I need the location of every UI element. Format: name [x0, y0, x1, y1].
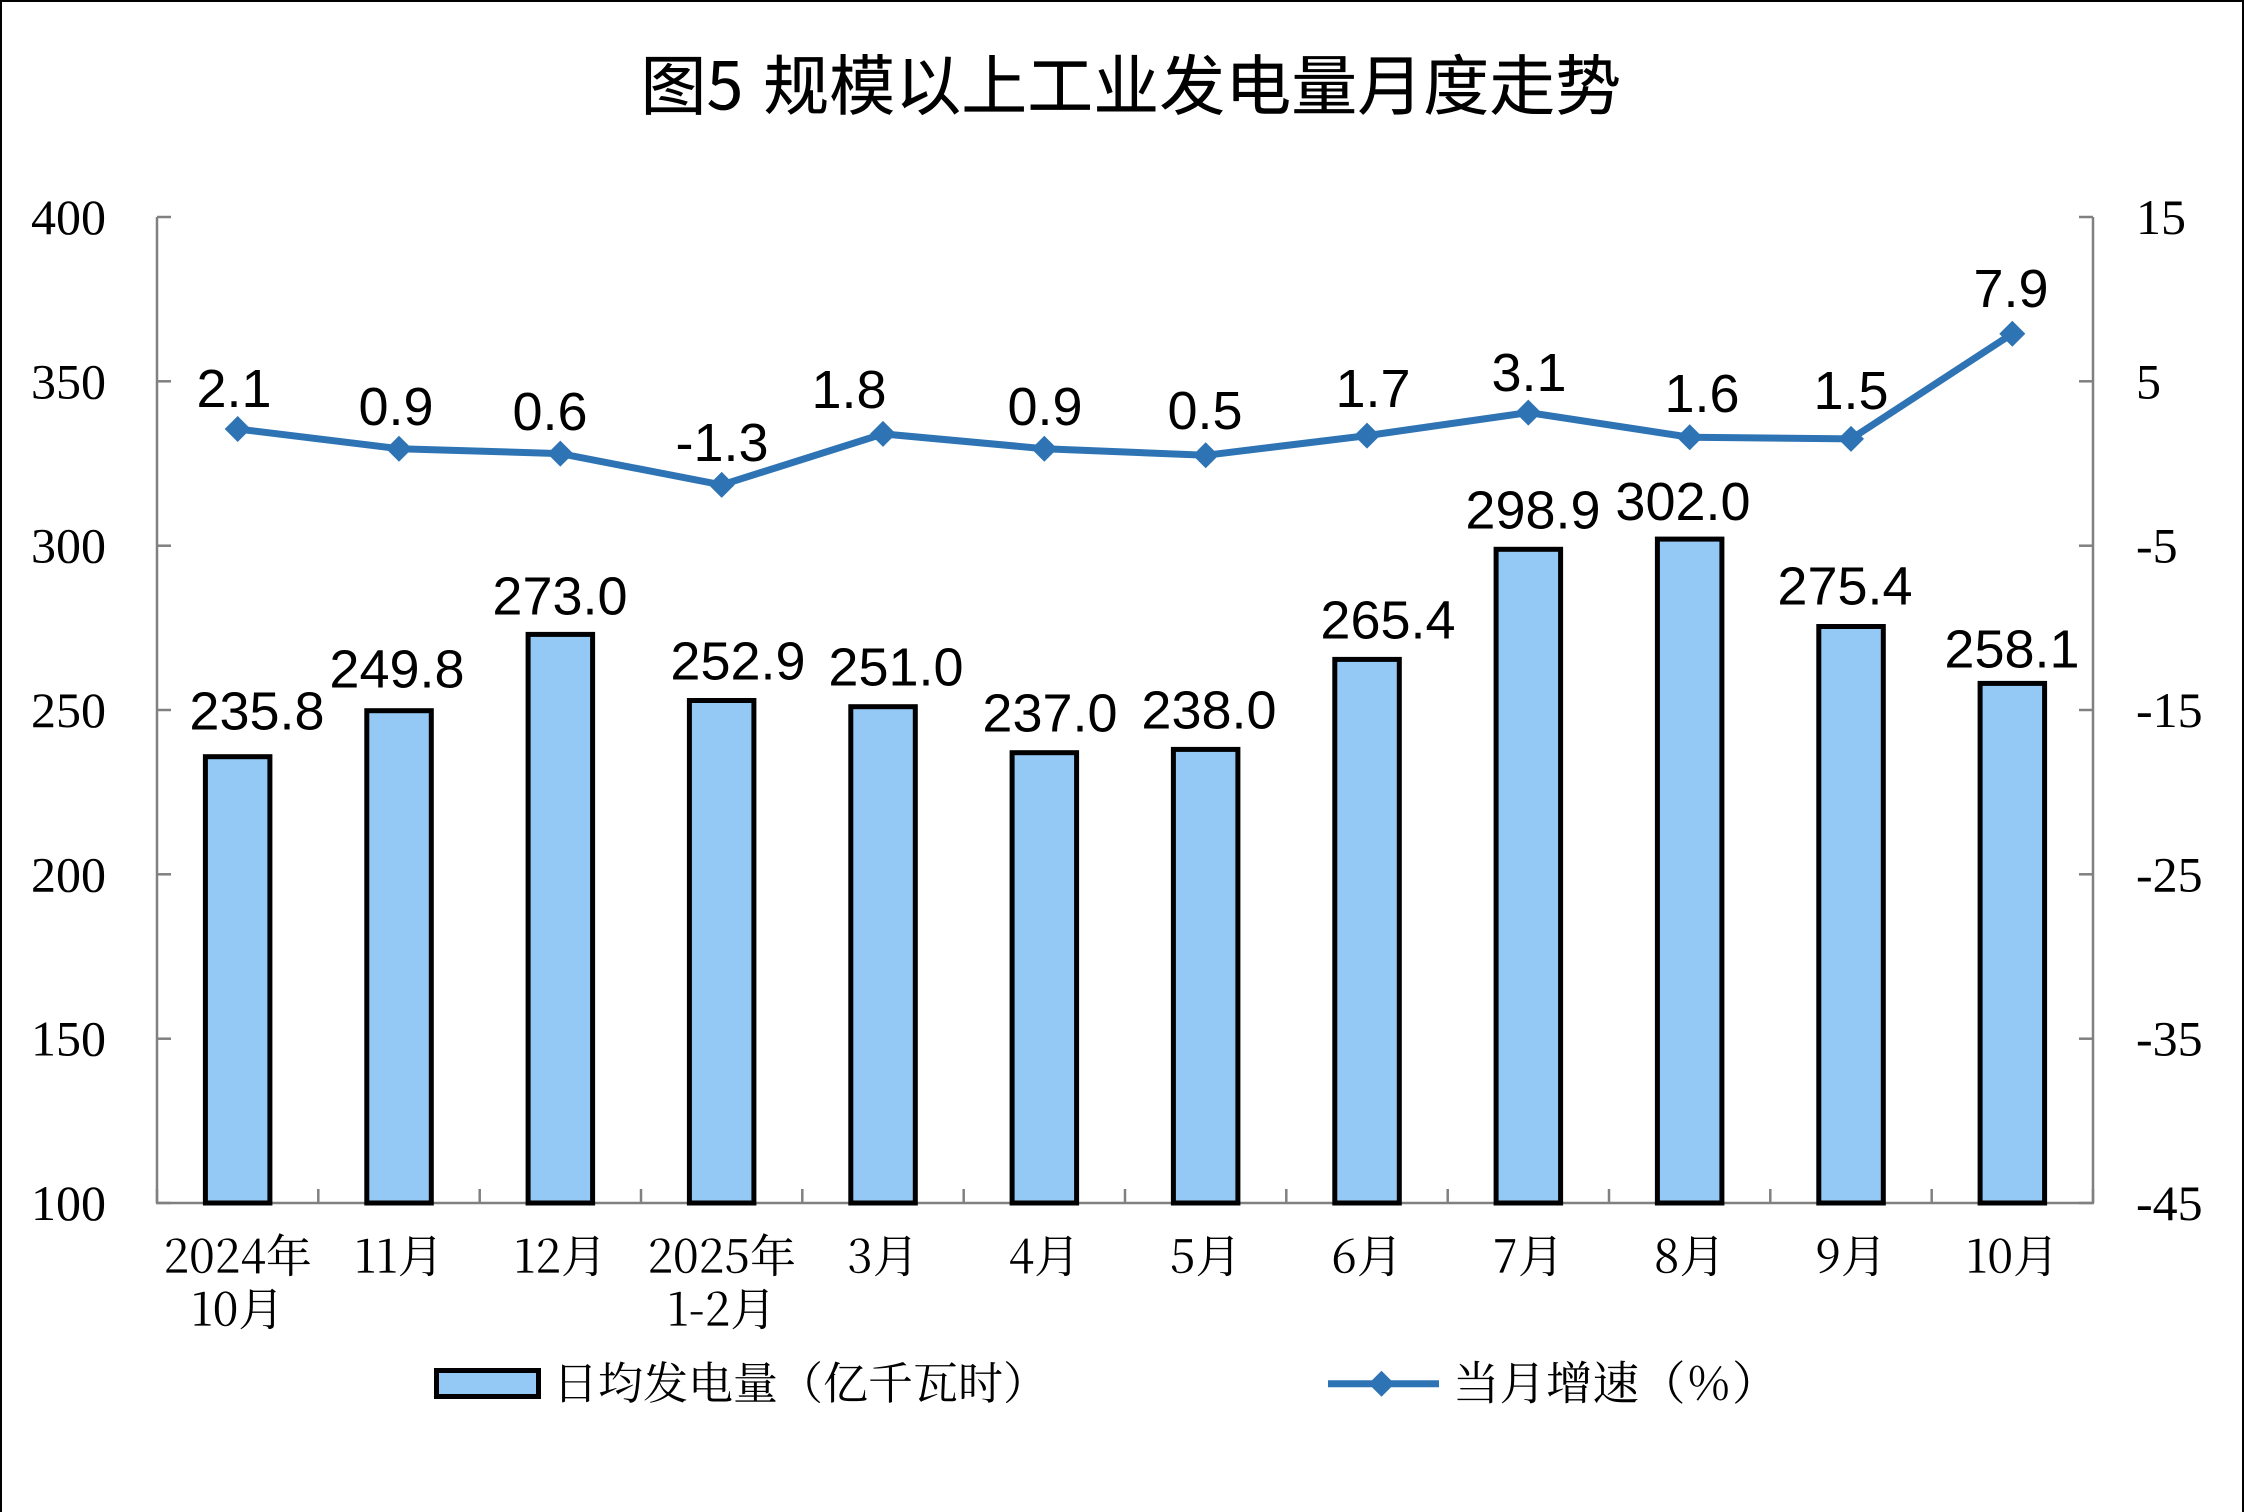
svg-text:252.9: 252.9	[670, 632, 805, 692]
svg-text:238.0: 238.0	[1141, 680, 1276, 740]
svg-text:0.9: 0.9	[1007, 377, 1082, 437]
svg-text:350: 350	[31, 353, 106, 409]
svg-text:-15: -15	[2136, 682, 2203, 738]
svg-text:-25: -25	[2136, 846, 2203, 902]
svg-text:235.8: 235.8	[189, 682, 324, 742]
svg-text:0.9: 0.9	[358, 377, 433, 437]
svg-text:302.0: 302.0	[1615, 472, 1750, 532]
svg-text:5: 5	[2136, 353, 2161, 409]
svg-text:275.4: 275.4	[1777, 557, 1912, 617]
svg-text:273.0: 273.0	[492, 566, 627, 626]
svg-text:15: 15	[2136, 189, 2186, 245]
svg-text:265.4: 265.4	[1320, 590, 1455, 650]
svg-text:298.9: 298.9	[1465, 480, 1600, 540]
svg-text:1.7: 1.7	[1335, 359, 1410, 419]
svg-text:237.0: 237.0	[982, 684, 1117, 744]
svg-text:150: 150	[31, 1011, 106, 1067]
svg-text:0.5: 0.5	[1167, 381, 1242, 441]
svg-text:251.0: 251.0	[828, 638, 963, 698]
svg-text:3.1: 3.1	[1491, 343, 1566, 403]
svg-text:0.6: 0.6	[512, 382, 587, 442]
svg-text:300: 300	[31, 518, 106, 574]
svg-text:2.1: 2.1	[196, 359, 271, 419]
svg-text:100: 100	[31, 1175, 106, 1231]
svg-text:-35: -35	[2136, 1011, 2203, 1067]
svg-text:1.5: 1.5	[1813, 361, 1888, 421]
svg-text:249.8: 249.8	[329, 640, 464, 700]
svg-text:400: 400	[31, 189, 106, 245]
svg-text:1.8: 1.8	[811, 360, 886, 420]
svg-text:250: 250	[31, 682, 106, 738]
svg-text:-1.3: -1.3	[675, 413, 768, 473]
svg-text:-5: -5	[2136, 518, 2178, 574]
svg-text:1.6: 1.6	[1664, 364, 1739, 424]
svg-text:7.9: 7.9	[1973, 259, 2048, 319]
svg-text:200: 200	[31, 846, 106, 902]
svg-text:-45: -45	[2136, 1175, 2203, 1231]
svg-text:258.1: 258.1	[1944, 619, 2079, 679]
